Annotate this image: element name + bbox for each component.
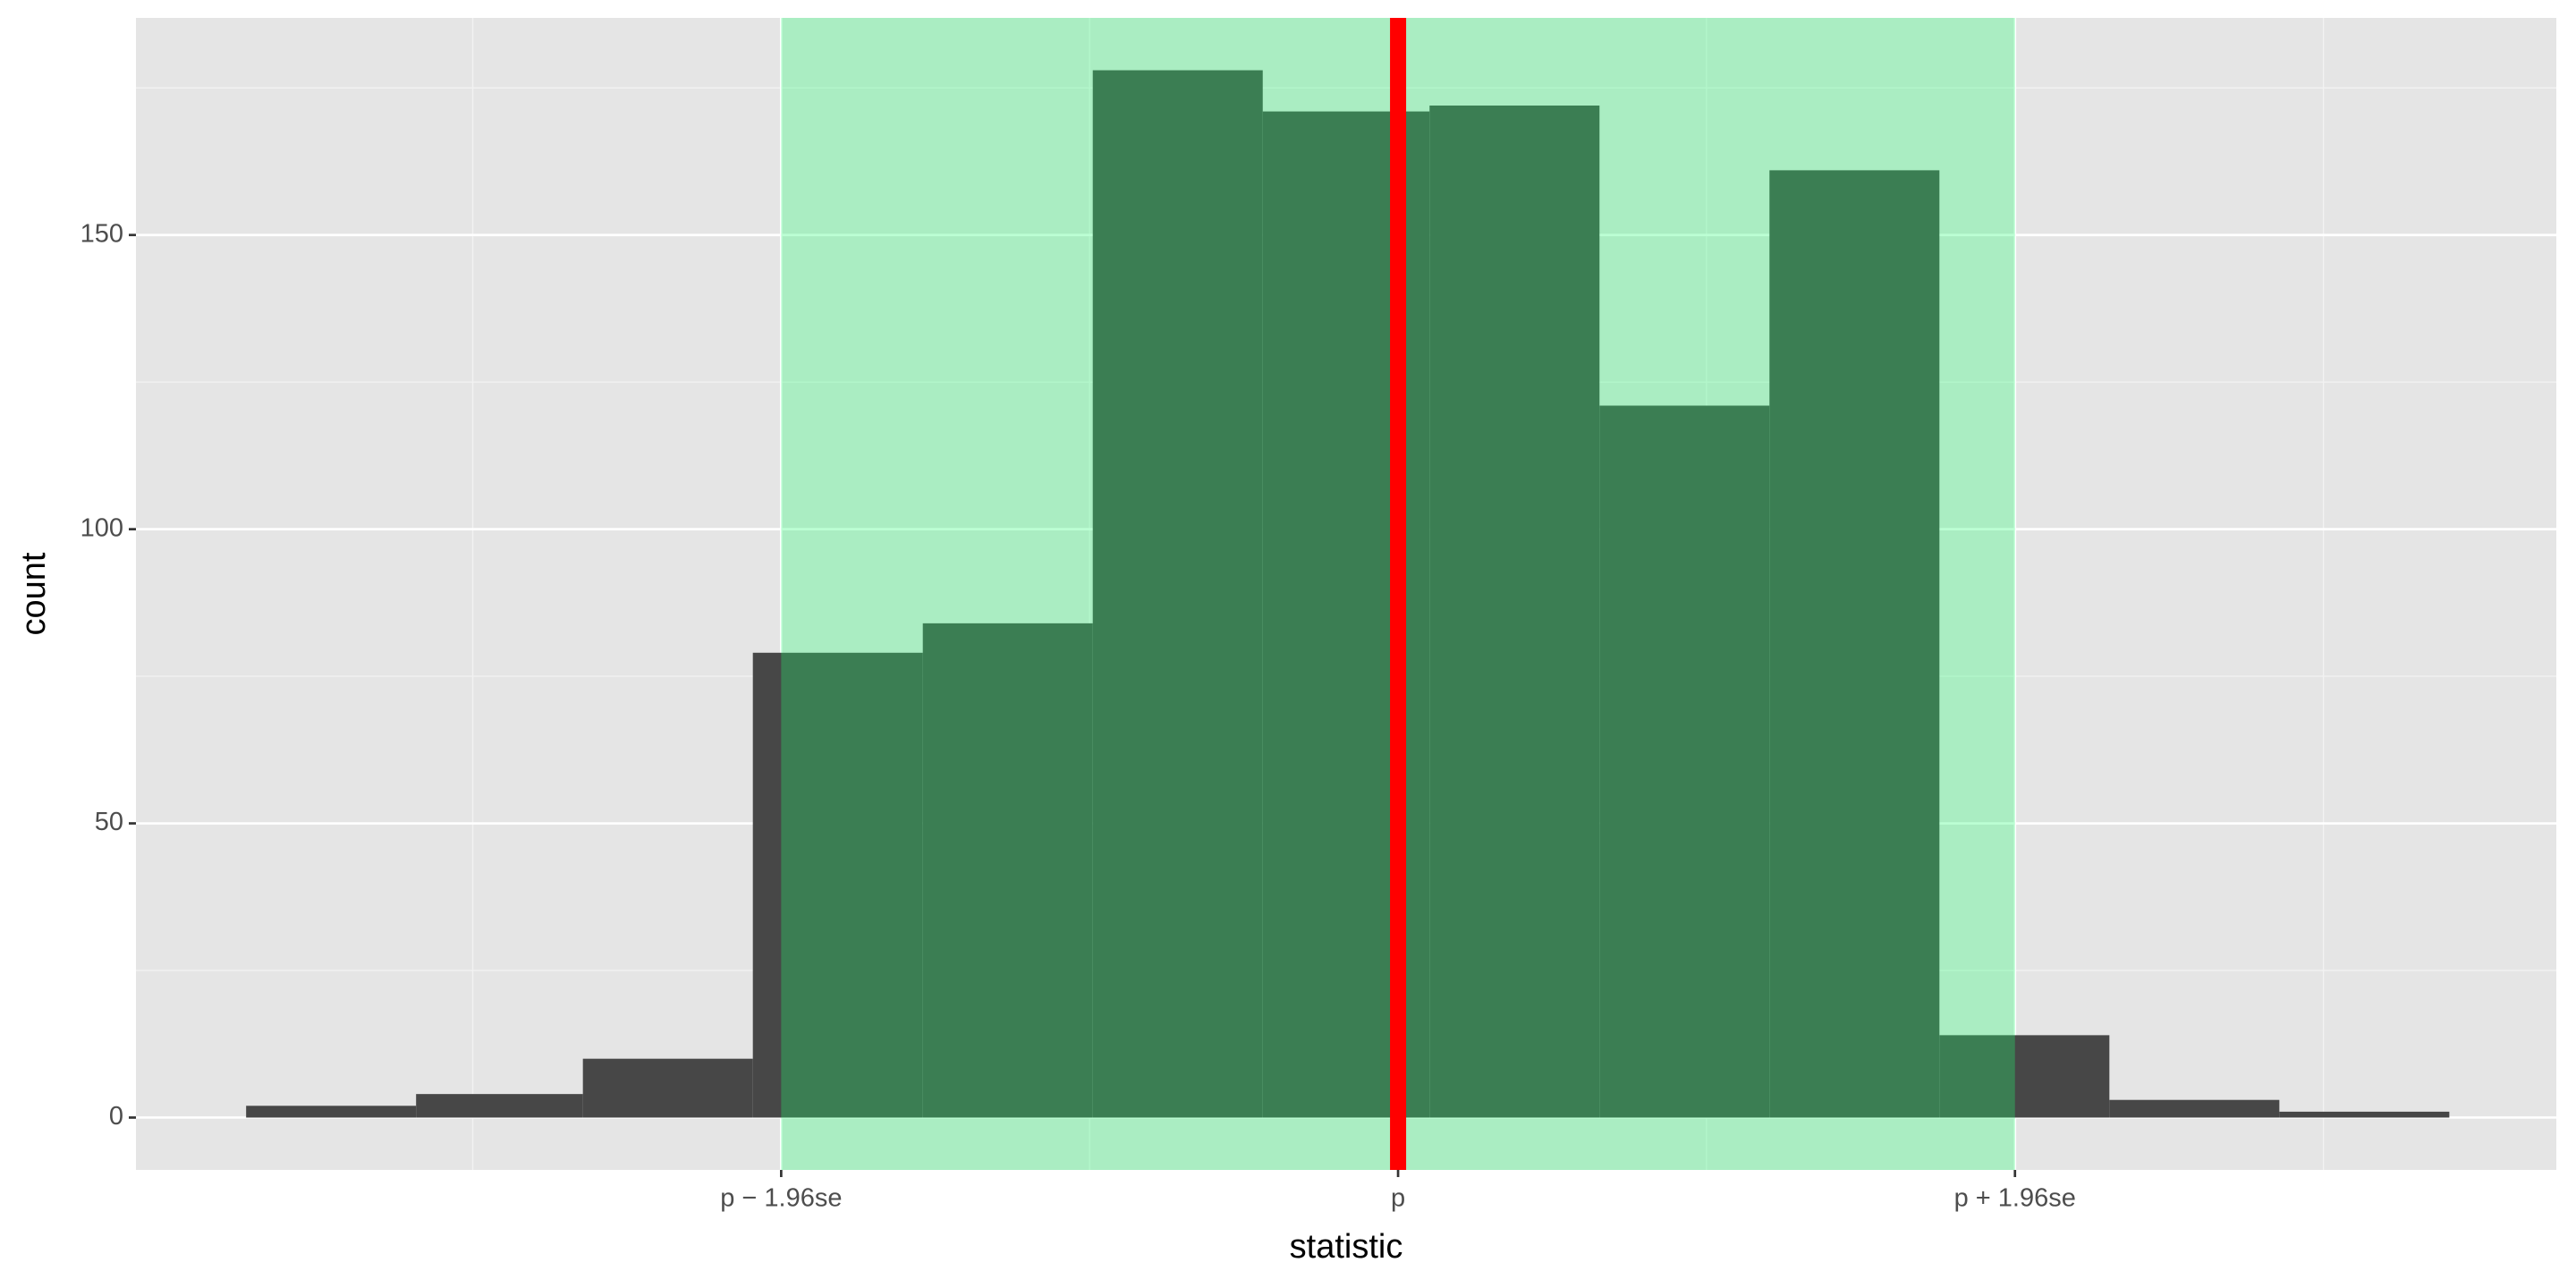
bar [1092, 70, 1263, 1118]
x-tick-label: p + 1.96se [1954, 1184, 2076, 1213]
x-axis-title: statistic [1290, 1228, 1403, 1266]
bar [922, 623, 1093, 1118]
x-tick-label: p − 1.96se [720, 1184, 842, 1213]
y-tick-label: 50 [95, 808, 123, 836]
y-axis-title: count [15, 552, 53, 635]
bar [582, 1058, 753, 1118]
overlays [781, 18, 2015, 1170]
bar [2109, 1099, 2280, 1118]
bar [416, 1094, 583, 1118]
x-tick-label: p [1391, 1184, 1405, 1213]
y-tick-label: 150 [80, 219, 123, 248]
bar [246, 1106, 417, 1118]
bar [752, 652, 923, 1118]
y-tick-label: 100 [80, 513, 123, 542]
y-tick-label: 0 [109, 1102, 123, 1131]
bar [2279, 1111, 2450, 1118]
bar [1599, 405, 1770, 1118]
bar [1939, 1035, 2110, 1118]
bars [246, 70, 2450, 1118]
bar [1429, 106, 1600, 1118]
axes: 0 50 100 150 p − 1.96se p p + 1.96se [80, 219, 2076, 1212]
bar [1769, 170, 1940, 1118]
